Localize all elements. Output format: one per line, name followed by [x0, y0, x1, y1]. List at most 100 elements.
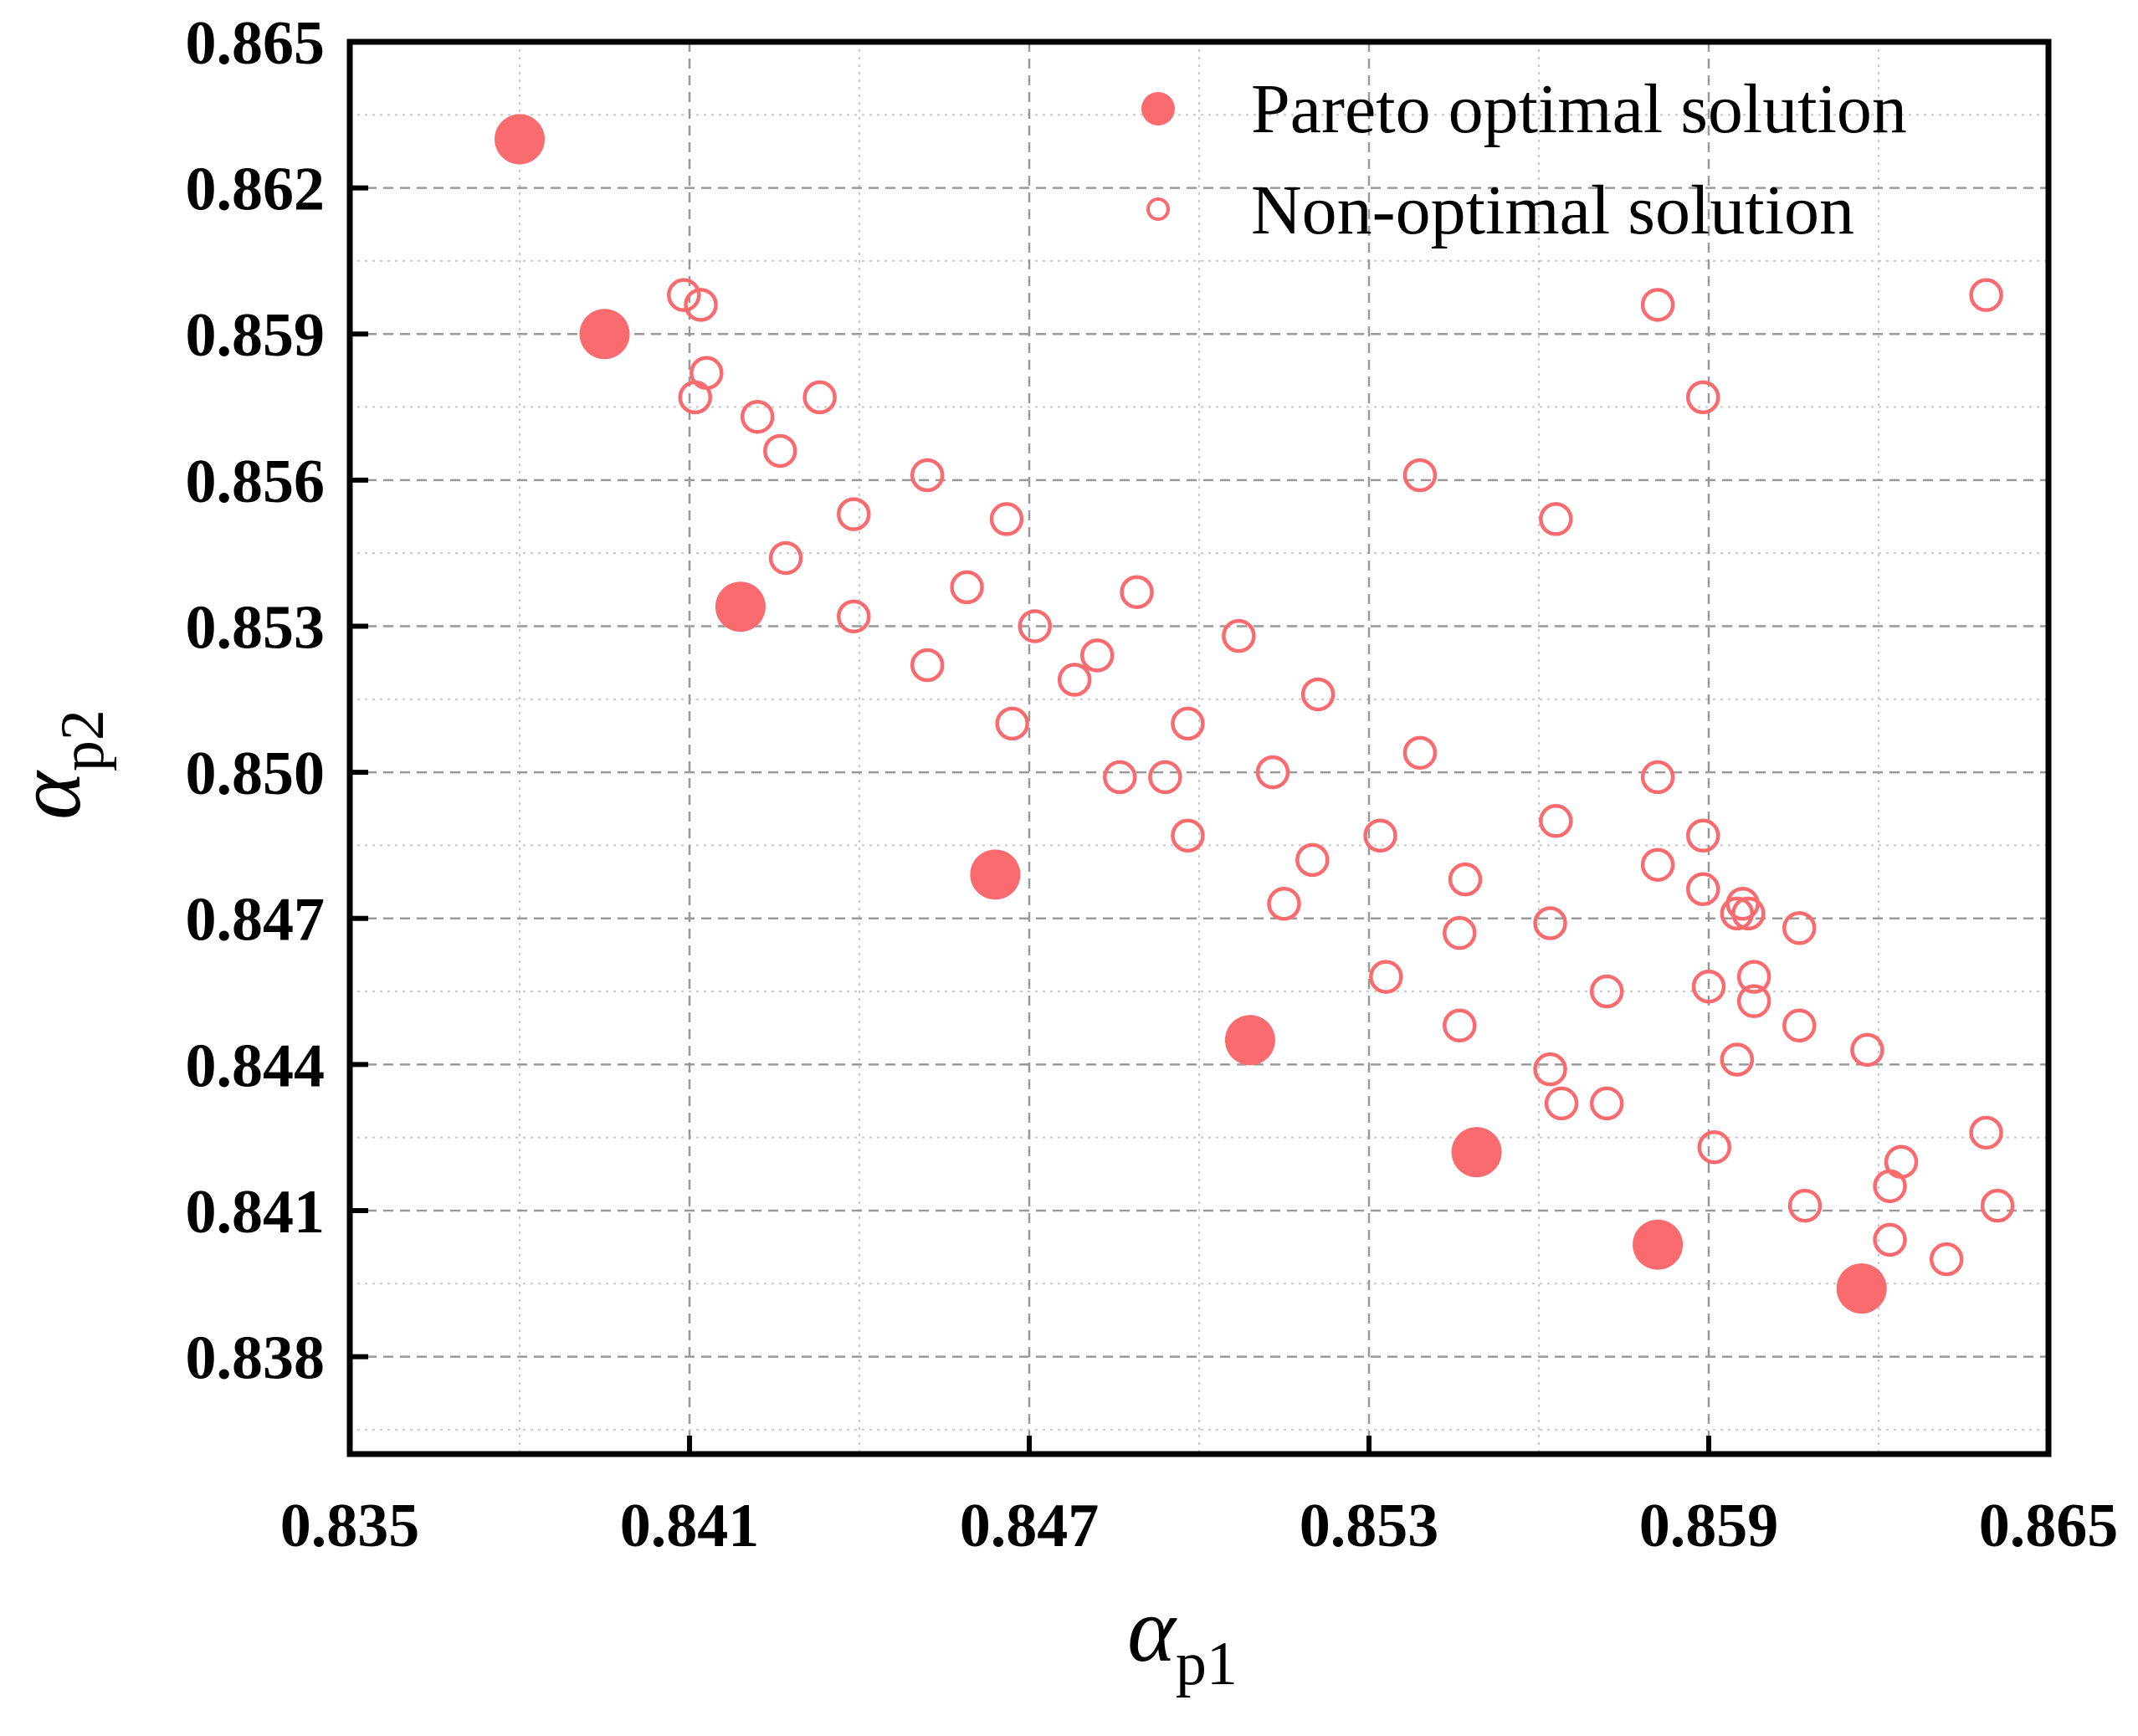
non-optimal-point — [1685, 818, 1720, 853]
non-optimal-point — [836, 599, 871, 634]
non-optimal-point — [684, 288, 718, 322]
non-optimal-point — [1720, 1042, 1755, 1077]
non-optimal-point — [1363, 818, 1397, 853]
legend-label-pareto: Pareto optimal solution — [1251, 70, 1907, 148]
legend-marker-non-optimal — [1146, 197, 1170, 221]
non-optimal-point — [1148, 760, 1182, 795]
non-optimal-point — [1533, 1052, 1567, 1087]
non-optimal-point — [1850, 1032, 1884, 1068]
x-tick-label: 0.859 — [1639, 1492, 1779, 1560]
non-optimal-point — [995, 706, 1029, 741]
non-optimal-point — [1120, 575, 1154, 609]
points-layer — [495, 114, 2015, 1314]
non-optimal-point — [1929, 1242, 1964, 1277]
non-optimal-point — [1443, 915, 1477, 950]
non-optimal-point — [1171, 818, 1205, 853]
non-optimal-point — [1691, 969, 1726, 1004]
non-optimal-point — [1402, 458, 1438, 493]
non-optimal-point — [1018, 609, 1053, 643]
non-optimal-point — [1402, 735, 1438, 771]
non-optimal-point — [1685, 380, 1720, 415]
x-axis-title: αp1 — [1127, 1579, 1238, 1698]
y-tick-label: 0.856 — [186, 448, 326, 516]
non-optimal-point — [1300, 677, 1336, 712]
non-optimal-point — [910, 648, 945, 683]
y-tick-label: 0.844 — [186, 1032, 326, 1100]
pareto-point — [495, 114, 545, 165]
y-tick-label: 0.841 — [186, 1178, 326, 1247]
non-optimal-point — [740, 399, 775, 434]
non-optimal-point — [1640, 760, 1675, 795]
non-optimal-point — [1171, 706, 1205, 741]
non-optimal-point — [1782, 911, 1817, 945]
non-optimal-point — [1103, 760, 1137, 795]
non-optimal-point — [1539, 502, 1573, 536]
x-tick-label: 0.835 — [280, 1492, 420, 1560]
legend-label-non-optimal: Non-optimal solution — [1251, 172, 1854, 249]
tick-label-layer: 0.835 0.841 0.847 0.853 0.859 0.865 0.838 0.841… — [186, 9, 2119, 1560]
y-axis-subscript: p2 — [49, 709, 117, 771]
non-optimal-point — [1533, 906, 1567, 940]
non-optimal-point — [1589, 1086, 1624, 1121]
pareto-point — [1224, 1015, 1275, 1066]
non-optimal-point — [1787, 1188, 1823, 1223]
non-optimal-point — [910, 458, 945, 493]
pareto-point — [715, 581, 766, 632]
plot-frame — [346, 38, 2052, 1457]
non-optimal-point — [1873, 1222, 1907, 1257]
non-optimal-point — [1079, 638, 1115, 673]
non-optimal-point — [1267, 887, 1301, 921]
x-axis-symbol: α — [1127, 1579, 1177, 1681]
non-optimal-point — [1980, 1188, 2015, 1223]
non-optimal-point — [666, 278, 701, 312]
pareto-point — [579, 309, 630, 360]
non-optimal-point — [1255, 755, 1290, 790]
non-optimal-point — [1884, 1145, 1919, 1180]
non-optimal-point — [1731, 896, 1766, 931]
non-optimal-point — [1448, 862, 1483, 897]
x-axis-subscript: p1 — [1176, 1630, 1238, 1698]
y-tick-label: 0.847 — [186, 886, 326, 955]
non-optimal-point — [1640, 288, 1675, 322]
non-optimal-point — [1369, 960, 1403, 994]
grid-layer — [350, 42, 2048, 1454]
pareto-point — [1451, 1127, 1502, 1178]
non-optimal-point — [1222, 618, 1256, 653]
legend-marker-pareto — [1141, 92, 1175, 125]
non-optimal-point — [1685, 872, 1720, 907]
pareto-point — [1836, 1263, 1887, 1314]
non-optimal-point — [1969, 1115, 2003, 1150]
pareto-point — [970, 849, 1021, 900]
non-optimal-point — [1589, 974, 1624, 1009]
x-tick-label: 0.841 — [620, 1492, 760, 1560]
y-tick-label: 0.853 — [186, 593, 326, 662]
non-optimal-point — [1295, 842, 1330, 878]
x-tick-label: 0.865 — [1979, 1492, 2119, 1560]
non-optimal-point — [768, 540, 803, 576]
non-optimal-point — [1539, 804, 1573, 838]
non-optimal-point — [836, 497, 871, 531]
non-optimal-point — [1736, 960, 1771, 994]
y-tick-label: 0.850 — [186, 740, 326, 808]
non-optimal-point — [1057, 663, 1092, 697]
non-optimal-point — [1736, 984, 1771, 1018]
x-tick-label: 0.853 — [1300, 1492, 1439, 1560]
y-tick-label: 0.862 — [186, 156, 326, 224]
non-optimal-point — [763, 433, 797, 469]
y-axis-title: αp2 — [0, 709, 117, 820]
non-optimal-point — [1969, 278, 2003, 312]
y-tick-label: 0.859 — [186, 301, 326, 370]
y-tick-label: 0.865 — [186, 9, 326, 78]
y-axis-symbol: α — [0, 770, 100, 820]
non-optimal-point — [950, 570, 984, 605]
non-optimal-point — [1697, 1130, 1732, 1165]
non-optimal-point — [678, 380, 713, 415]
x-tick-label: 0.847 — [960, 1492, 1100, 1560]
non-optimal-point — [989, 502, 1024, 536]
non-optimal-point — [1443, 1008, 1477, 1043]
legend: Pareto optimal solution Non-optimal solu… — [1141, 70, 1907, 249]
non-optimal-point — [802, 380, 837, 415]
non-optimal-point — [1640, 848, 1675, 882]
non-optimal-point — [1782, 1008, 1817, 1043]
